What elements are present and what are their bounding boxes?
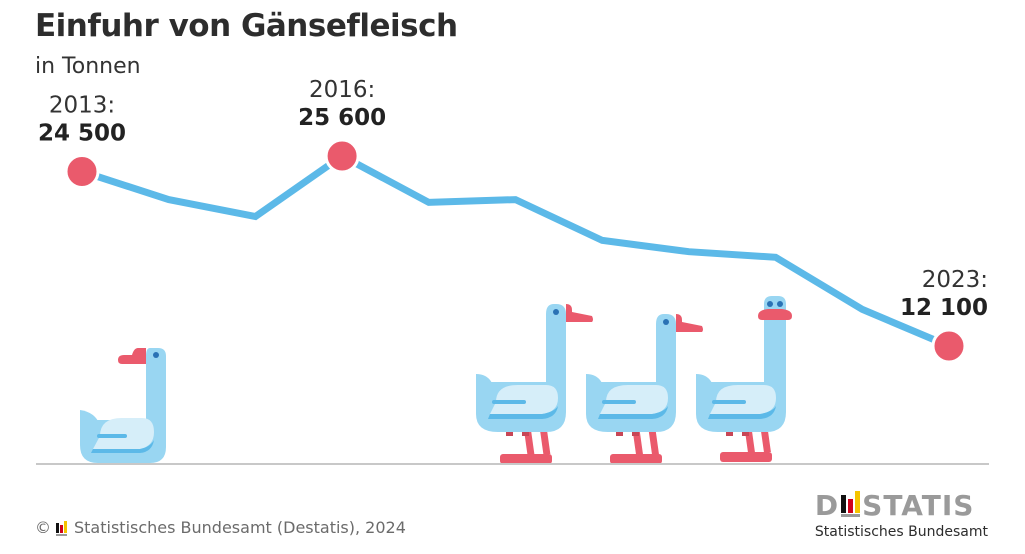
data-point-marker-2016 bbox=[324, 138, 360, 174]
data-point-marker-2013 bbox=[64, 153, 100, 189]
goose-icon-3 bbox=[696, 296, 792, 462]
value-label-2013: 24 500 bbox=[38, 120, 126, 146]
goose-icon-2 bbox=[586, 314, 703, 464]
value-label-2016: 25 600 bbox=[298, 105, 386, 131]
year-label-2023: 2023: bbox=[922, 267, 988, 293]
logo-tagline: Statistisches Bundesamt bbox=[814, 524, 988, 540]
source-text: Statistisches Bundesamt (Destatis), 2024 bbox=[74, 518, 406, 537]
destatis-mini-logo-icon bbox=[56, 520, 67, 536]
series-line bbox=[80, 151, 951, 350]
goose-icon-sitting bbox=[80, 348, 166, 463]
year-label-2016: 2016: bbox=[309, 77, 375, 103]
goose-icon-1 bbox=[476, 304, 593, 464]
chart-subtitle: in Tonnen bbox=[35, 54, 141, 79]
footer-source: © Statistisches Bundesamt (Destatis), 20… bbox=[35, 518, 406, 537]
flag-bars-icon bbox=[841, 491, 861, 517]
value-label-2023: 12 100 bbox=[900, 295, 988, 321]
data-point-marker-2023 bbox=[931, 328, 967, 364]
destatis-logo: D STATIS Statistisches Bundesamt bbox=[815, 491, 988, 540]
logo-letters-statis: STATIS bbox=[862, 489, 975, 522]
year-label-2013: 2013: bbox=[49, 92, 115, 118]
copyright-symbol: © bbox=[35, 518, 51, 537]
logo-letter-d: D bbox=[814, 489, 840, 522]
chart-title: Einfuhr von Gänsefleisch bbox=[35, 8, 458, 44]
